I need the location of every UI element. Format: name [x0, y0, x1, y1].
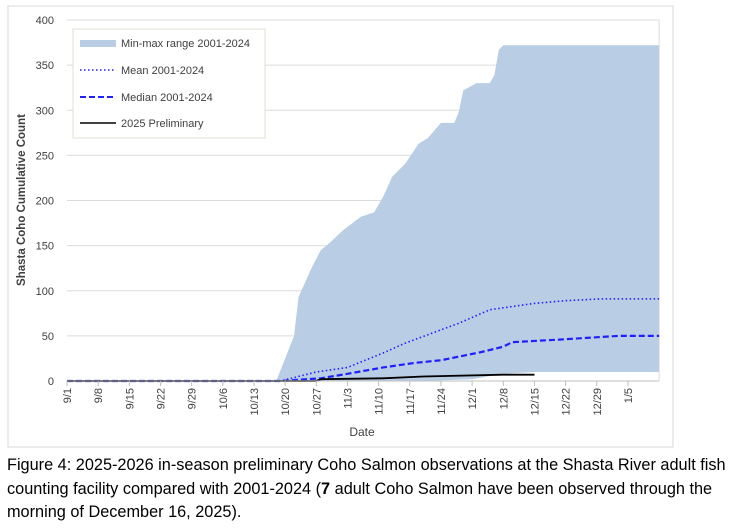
x-tick-label: 10/6 [218, 388, 230, 409]
mean-line [67, 298, 660, 382]
caption-prefix: Figure 4: 2025-2026 in-season preliminar… [7, 456, 726, 498]
x-tick-label: 9/22 [155, 388, 167, 409]
x-tick-label: 12/1 [467, 388, 479, 409]
x-tick-label: 12/15 [529, 388, 541, 416]
y-tick-label: 0 [48, 376, 54, 388]
caption-count: 7 [321, 479, 331, 498]
x-tick-label: 9/1 [62, 388, 74, 403]
y-tick-label: 150 [36, 241, 54, 253]
x-tick-label: 12/29 [592, 388, 604, 416]
x-tick-label: 11/10 [374, 388, 386, 415]
y-tick-label: 200 [36, 196, 54, 208]
legend-label-prelim: 2025 Preliminary [121, 118, 204, 130]
min-max-range-band [67, 45, 660, 382]
x-tick-label: 10/13 [249, 388, 261, 416]
legend: Min-max range 2001-2024 Mean 2001-2024 M… [72, 28, 266, 139]
y-tick-label: 50 [42, 331, 54, 343]
y-tick-label: 400 [36, 15, 54, 27]
x-tick-label: 1/5 [623, 388, 635, 403]
y-tick-label: 100 [36, 286, 54, 298]
x-tick-label: 9/29 [187, 388, 199, 409]
x-tick-label: 11/17 [405, 388, 417, 415]
legend-swatch-range [80, 40, 116, 47]
coho-cumulative-chart: 0 50 100 150 200 250 300 350 400 9/1 9/8 9/15 9/22 9/… [7, 5, 674, 448]
y-axis-label: Shasta Coho Cumulative Count [16, 114, 28, 286]
x-tick-label: 10/27 [311, 388, 323, 416]
x-tick-label: 11/24 [436, 388, 448, 415]
legend-label-mean: Mean 2001-2024 [121, 65, 204, 77]
legend-box [72, 28, 266, 139]
figure-caption: Figure 4: 2025-2026 in-season preliminar… [7, 454, 740, 525]
x-tick-label: 11/3 [342, 388, 354, 409]
x-tick-label: 9/15 [124, 388, 136, 409]
x-tick-label: 10/20 [280, 388, 292, 416]
y-tick-label: 250 [36, 150, 54, 162]
y-tick-label: 300 [36, 105, 54, 117]
legend-label-median: Median 2001-2024 [121, 92, 213, 104]
y-tick-label: 350 [36, 60, 54, 72]
caption-suffix: adult Coho Salmon have been observed thr… [7, 479, 713, 522]
x-tick-label: 12/8 [498, 388, 510, 409]
legend-label-range: Min-max range 2001-2024 [121, 38, 250, 50]
x-tick-label: 12/22 [561, 388, 573, 416]
x-tick-label: 9/8 [93, 388, 105, 403]
median-line [67, 334, 660, 383]
x-axis-label: Date [349, 425, 375, 439]
